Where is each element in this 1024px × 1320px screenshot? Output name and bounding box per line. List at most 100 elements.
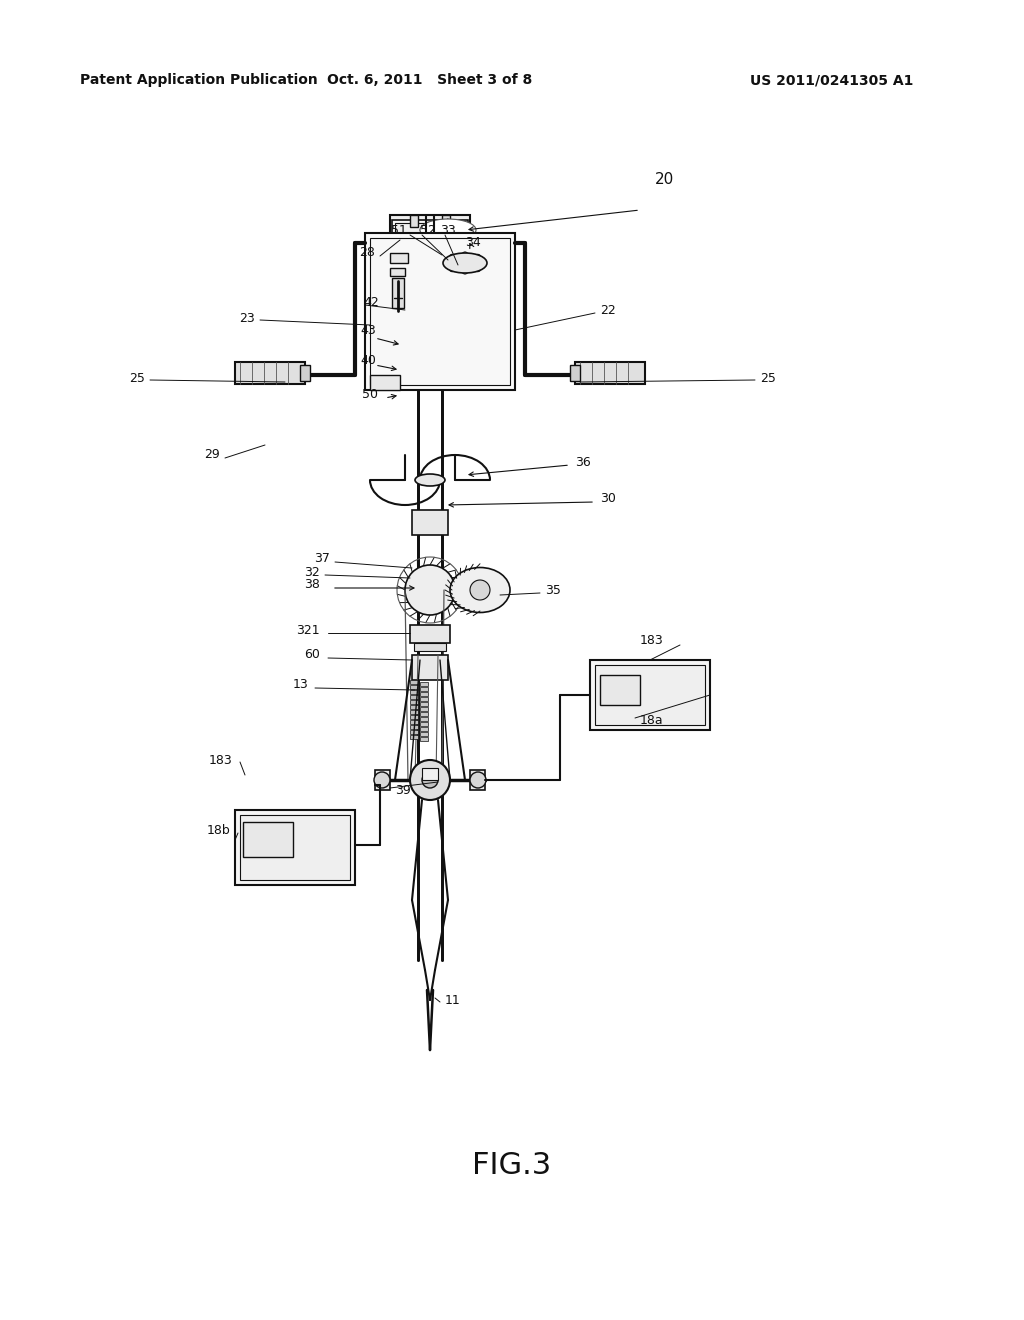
Text: 40: 40 xyxy=(360,354,376,367)
Bar xyxy=(470,770,485,789)
Bar xyxy=(420,711,428,715)
Bar xyxy=(243,822,293,857)
Bar xyxy=(412,655,449,680)
Circle shape xyxy=(480,260,486,267)
Circle shape xyxy=(475,255,480,260)
Text: 18a: 18a xyxy=(640,714,664,726)
Ellipse shape xyxy=(450,568,510,612)
Text: 13: 13 xyxy=(292,678,308,692)
Bar xyxy=(420,727,428,731)
Text: 30: 30 xyxy=(600,492,615,506)
Bar xyxy=(420,708,428,711)
Bar xyxy=(600,675,640,705)
Text: 38: 38 xyxy=(304,578,319,591)
Ellipse shape xyxy=(426,220,470,239)
Text: 183: 183 xyxy=(208,754,232,767)
Text: 34: 34 xyxy=(465,235,480,248)
Bar xyxy=(234,810,355,884)
Bar xyxy=(420,692,428,696)
Bar xyxy=(422,768,438,780)
Bar xyxy=(410,215,418,227)
Circle shape xyxy=(475,265,480,272)
Text: US 2011/0241305 A1: US 2011/0241305 A1 xyxy=(750,73,913,87)
Bar xyxy=(595,665,705,725)
Text: Oct. 6, 2011   Sheet 3 of 8: Oct. 6, 2011 Sheet 3 of 8 xyxy=(328,73,532,87)
Bar xyxy=(414,643,446,651)
Bar xyxy=(240,814,350,880)
Bar xyxy=(410,700,418,704)
Text: 50: 50 xyxy=(362,388,378,401)
Bar xyxy=(420,702,428,706)
Text: 11: 11 xyxy=(445,994,461,1006)
Text: 35: 35 xyxy=(545,583,561,597)
Ellipse shape xyxy=(443,253,487,273)
Text: 22: 22 xyxy=(600,304,615,317)
Text: 183: 183 xyxy=(640,634,664,647)
Text: 20: 20 xyxy=(655,173,674,187)
Circle shape xyxy=(406,565,455,615)
Text: 25: 25 xyxy=(760,371,776,384)
Circle shape xyxy=(422,772,438,788)
Circle shape xyxy=(470,579,490,601)
Bar xyxy=(410,685,418,689)
Circle shape xyxy=(444,260,450,267)
Bar xyxy=(395,223,465,267)
Bar xyxy=(410,680,418,684)
Text: 29: 29 xyxy=(204,449,220,462)
Bar xyxy=(410,735,418,739)
Bar xyxy=(375,770,390,789)
Bar xyxy=(410,624,450,643)
Circle shape xyxy=(462,268,468,275)
Bar xyxy=(442,215,450,227)
Bar xyxy=(410,705,418,709)
Text: 321: 321 xyxy=(296,623,319,636)
Bar xyxy=(410,730,418,734)
Bar xyxy=(420,697,428,701)
Bar xyxy=(410,725,418,729)
Bar xyxy=(370,375,400,389)
Circle shape xyxy=(450,265,456,272)
Text: 37: 37 xyxy=(314,552,330,565)
Bar xyxy=(300,366,310,381)
Bar xyxy=(420,733,428,737)
Bar xyxy=(390,253,408,263)
Bar xyxy=(410,710,418,714)
Bar xyxy=(410,690,418,694)
Bar xyxy=(392,220,468,271)
Bar xyxy=(390,215,470,235)
Circle shape xyxy=(410,760,450,800)
Bar xyxy=(410,696,418,700)
Bar xyxy=(365,234,515,389)
Text: 18b: 18b xyxy=(206,824,230,837)
Text: 23: 23 xyxy=(240,312,255,325)
Bar xyxy=(392,279,404,308)
Text: 28: 28 xyxy=(359,247,375,260)
Bar xyxy=(234,362,305,384)
Bar xyxy=(370,238,510,385)
Bar xyxy=(570,366,580,381)
Bar xyxy=(390,268,406,276)
Text: 42: 42 xyxy=(362,296,379,309)
Text: 32: 32 xyxy=(304,565,319,578)
Circle shape xyxy=(450,255,456,260)
Text: 39: 39 xyxy=(395,784,411,796)
Bar xyxy=(420,737,428,741)
Ellipse shape xyxy=(420,219,476,242)
Bar xyxy=(420,686,428,690)
Bar xyxy=(420,682,428,686)
Bar xyxy=(420,717,428,721)
Bar xyxy=(590,660,710,730)
Ellipse shape xyxy=(415,474,445,486)
Bar xyxy=(575,362,645,384)
Text: 33: 33 xyxy=(440,223,456,236)
Text: 36: 36 xyxy=(575,455,591,469)
Text: FIG.3: FIG.3 xyxy=(472,1151,552,1180)
Bar xyxy=(412,510,449,535)
Bar xyxy=(410,715,418,719)
Text: 52: 52 xyxy=(420,223,436,236)
Text: 25: 25 xyxy=(129,371,145,384)
Circle shape xyxy=(462,252,468,257)
Text: 43: 43 xyxy=(360,323,376,337)
Bar xyxy=(410,719,418,723)
Circle shape xyxy=(470,772,486,788)
